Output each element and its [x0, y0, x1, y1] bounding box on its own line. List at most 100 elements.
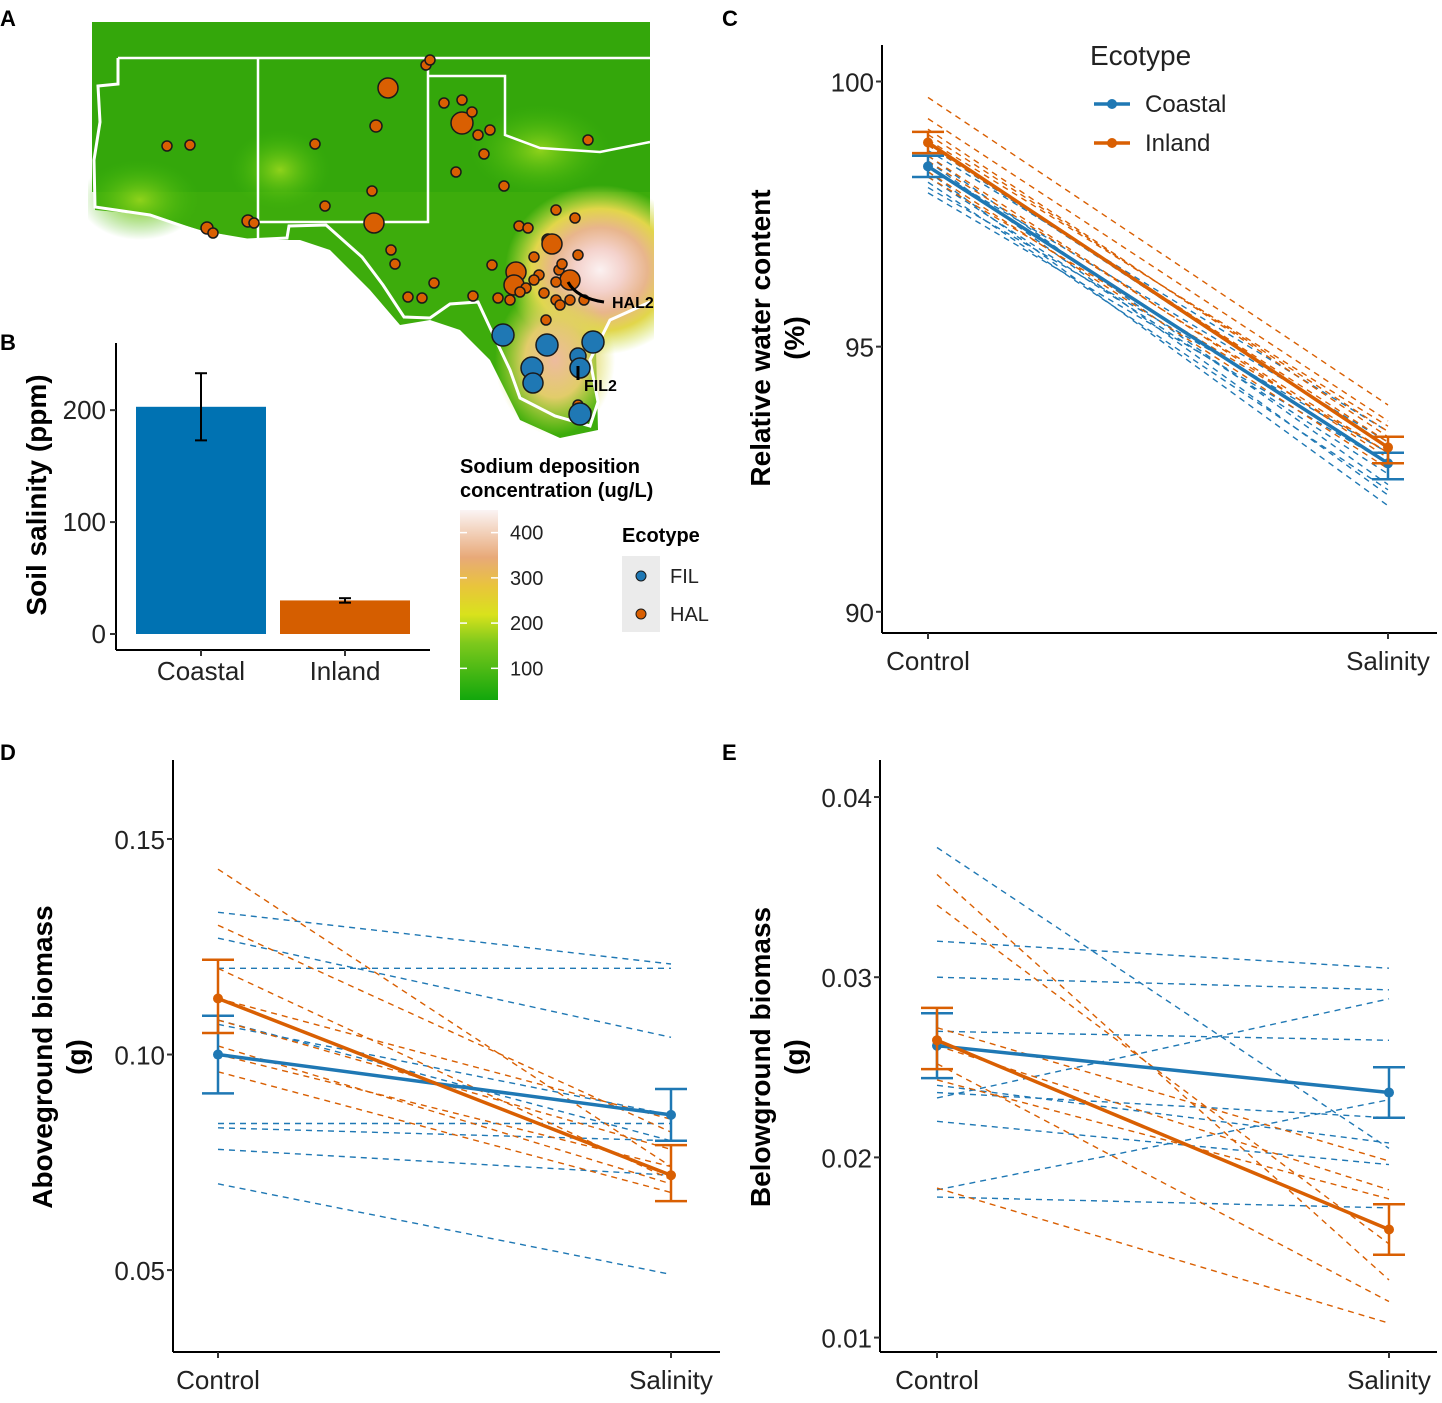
map-point-hal — [424, 54, 436, 66]
panelE-genotype-line-coastal — [936, 1091, 1390, 1119]
map-point-hal — [514, 286, 526, 298]
panelD-mean-point-inland — [666, 1170, 676, 1181]
map-point-hal — [363, 212, 385, 234]
salt-south — [495, 285, 615, 435]
map-point-fil — [581, 330, 605, 354]
panelE-genotype-line-inland — [936, 1079, 1390, 1200]
panel-label-e: E — [722, 740, 737, 765]
panelD-genotype-line-inland — [217, 1053, 672, 1168]
map-point-hal — [550, 204, 562, 216]
panelD-y-axis-title-line1: Aboveground biomass — [27, 905, 58, 1208]
panelD-y-axis-title-line2: (g) — [61, 1039, 92, 1075]
panelD-genotype-line-coastal — [217, 911, 672, 965]
hal2-pointer — [566, 281, 605, 304]
map-point-hal — [540, 314, 552, 326]
panelE-mean-line-inland — [936, 1038, 1390, 1232]
panelE-x-tick-label-control: Control — [895, 1365, 979, 1395]
panelD-genotype-line-coastal — [217, 1183, 672, 1276]
panelD-mean-line-coastal — [217, 1052, 672, 1117]
map-point-hal — [541, 233, 563, 255]
panelE-mean-point-inland — [1384, 1224, 1394, 1235]
colorbar-tick-label: 400 — [510, 523, 543, 545]
panelC-genotype-line-inland — [927, 160, 1389, 454]
map-point-hal — [492, 292, 504, 304]
panel-label-d: D — [0, 740, 16, 765]
b-y-tick-label: 0 — [92, 619, 106, 649]
site-label-fil2: FIL2 — [584, 378, 617, 395]
b-x-tick-label: Inland — [310, 656, 381, 686]
panelD-genotype-line-inland — [217, 997, 672, 1120]
panelC-genotype-line-coastal — [927, 186, 1389, 454]
map-point-hal — [385, 244, 397, 256]
panelD-genotype-line-coastal — [217, 1148, 672, 1176]
panelE-genotype-line-coastal — [936, 1084, 1390, 1144]
panelD-mean-line-inland — [217, 996, 672, 1177]
panelE-y-tick-label: 0.01 — [821, 1324, 872, 1354]
panelC-y-axis-title-line2: (%) — [779, 316, 810, 360]
panelE-mean-line-coastal — [936, 1043, 1390, 1095]
panelD-genotype-line-coastal — [217, 1127, 672, 1142]
legend-key-hal — [635, 608, 647, 620]
map-point-hal — [161, 140, 173, 152]
panelC-y-tick-label: 95 — [845, 333, 874, 363]
panelC-x-tick-label-salinity: Salinity — [1346, 646, 1430, 676]
colorbar-tick-label: 100 — [510, 658, 543, 680]
map-point-hal — [438, 97, 450, 109]
map-point-fil — [569, 357, 591, 379]
panelD-y-tick-label: 0.05 — [114, 1256, 165, 1286]
map-point-hal — [528, 251, 540, 263]
panelD-genotype-line-coastal — [217, 937, 672, 1038]
panelE-y-tick-label: 0.04 — [821, 783, 872, 813]
map-point-hal — [522, 222, 534, 234]
map-point-hal — [528, 274, 540, 286]
panelD-x-tick-label-control: Control — [176, 1365, 260, 1395]
panel-label-b: B — [0, 330, 16, 355]
panelC-genotype-line-inland — [927, 133, 1389, 433]
panelE-genotype-line-inland — [936, 1045, 1390, 1191]
legend-label-hal: HAL — [670, 604, 709, 626]
c-legend-title: Ecotype — [1090, 40, 1191, 71]
b-y-tick-label: 100 — [63, 507, 106, 537]
map-point-hal — [319, 200, 331, 212]
panelC-genotype-line-inland — [927, 155, 1389, 459]
map-point-hal — [478, 148, 490, 160]
panelD-mean-point-inland — [213, 993, 223, 1004]
map-point-hal — [450, 111, 474, 135]
panelE-y-axis-title-line1: Belowground biomass — [745, 907, 776, 1207]
panelE-genotype-line-coastal — [936, 1099, 1390, 1191]
b-y-axis-title: Soil salinity (ppm) — [21, 374, 52, 615]
panelC-genotype-line-inland — [927, 171, 1389, 470]
panelC-mean-point-inland — [923, 137, 933, 148]
map-point-hal — [554, 299, 566, 311]
map-point-hal — [184, 139, 196, 151]
map-point-hal — [248, 217, 260, 229]
panelC-x-tick-label-control: Control — [886, 646, 970, 676]
panelC-genotype-line-inland — [927, 118, 1389, 422]
panelC-y-tick-label: 100 — [831, 68, 874, 98]
panelD-mean-point-coastal — [213, 1049, 223, 1060]
map-point-hal — [572, 249, 584, 261]
legend-label-fil: FIL — [670, 566, 699, 588]
legend-key-fil — [635, 570, 647, 582]
c-legend-label-coastal: Coastal — [1145, 91, 1226, 118]
map-point-hal — [309, 138, 321, 150]
panelE-y-axis-title-line2: (g) — [779, 1039, 810, 1075]
c-legend-label-inland: Inland — [1145, 130, 1210, 157]
colorbar-tick-label: 200 — [510, 613, 543, 635]
panelE-genotype-line-inland — [936, 873, 1390, 1281]
panelC-genotype-line-coastal — [927, 165, 1389, 443]
b-y-tick-label: 200 — [63, 395, 106, 425]
panelD-genotype-line-coastal — [217, 1019, 672, 1142]
relative-water-content-chart: 90 95 100 Control Salinity Relative water con… — [745, 40, 1437, 676]
map-legend-title: Ecotype — [622, 525, 700, 547]
map-point-hal — [402, 291, 414, 303]
panelE-genotype-line-coastal — [936, 976, 1390, 991]
map-legend-keys — [622, 556, 660, 632]
map-point-hal — [416, 292, 428, 304]
panelD-y-tick-label: 0.15 — [114, 825, 165, 855]
panelD-y-tick-label: 0.10 — [114, 1041, 165, 1071]
map-point-fil — [491, 323, 515, 347]
panelE-genotype-line-coastal — [936, 1030, 1390, 1041]
b-bar-coastal — [136, 406, 266, 634]
